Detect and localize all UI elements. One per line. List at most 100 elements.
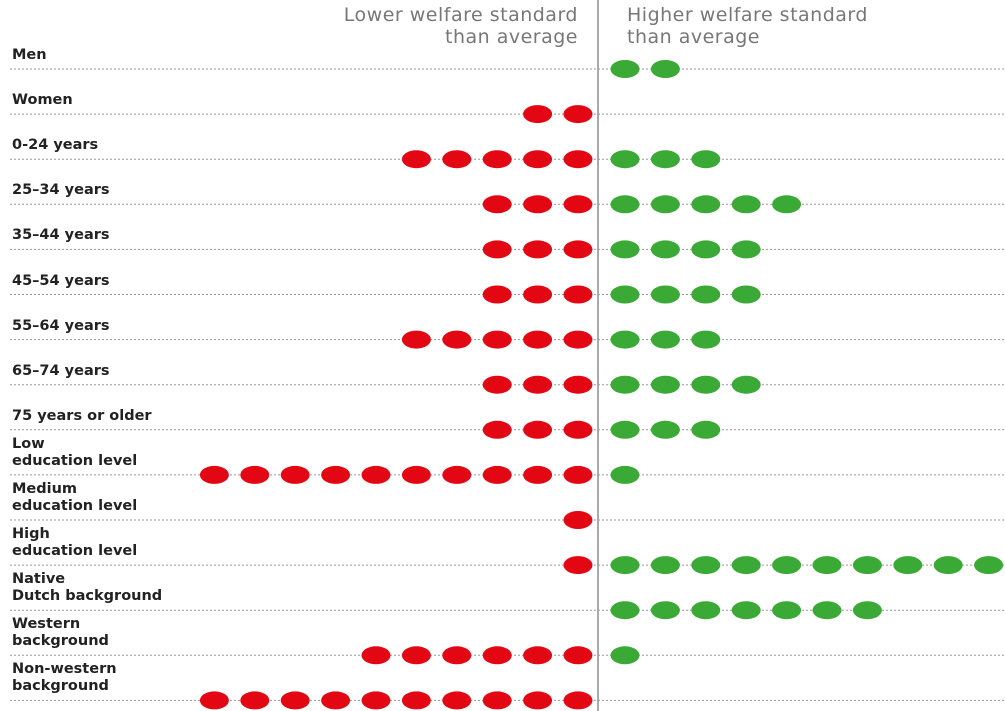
red-dot (361, 465, 391, 484)
red-dot (482, 195, 512, 214)
green-dot (691, 330, 721, 349)
green-dot (691, 285, 721, 304)
red-dot (442, 691, 472, 710)
green-dot (893, 556, 923, 575)
red-dot (523, 646, 553, 665)
red-dot (563, 465, 593, 484)
green-dot (650, 330, 680, 349)
red-dot (482, 420, 512, 439)
red-dot (523, 150, 553, 169)
green-dot (731, 195, 761, 214)
red-dot (563, 285, 593, 304)
green-dot (974, 556, 1004, 575)
green-dot (650, 60, 680, 78)
red-dot (563, 375, 593, 394)
green-dot (650, 375, 680, 394)
red-dot (199, 691, 229, 710)
red-dot (523, 465, 553, 484)
category-label: 35–44 years (12, 227, 110, 244)
red-dot (401, 150, 431, 169)
category-label: Men (12, 47, 47, 63)
red-dot (563, 195, 593, 214)
red-dot (563, 150, 593, 169)
green-dot (610, 601, 640, 620)
green-dot (812, 556, 842, 575)
green-dot (772, 195, 802, 214)
green-dot (610, 330, 640, 349)
red-dot (523, 330, 553, 349)
green-dot (691, 195, 721, 214)
red-dot (523, 195, 553, 214)
category-label: High education level (12, 526, 138, 560)
red-dot (240, 691, 270, 710)
red-dot (240, 465, 270, 484)
green-dot (933, 556, 963, 575)
green-dot (772, 601, 802, 620)
red-dot (482, 240, 512, 259)
red-dot (199, 465, 229, 484)
red-dot (482, 375, 512, 394)
red-dot (442, 150, 472, 169)
red-dot (482, 285, 512, 304)
green-dot (610, 150, 640, 169)
category-label: Native Dutch background (12, 571, 163, 605)
red-dot (442, 646, 472, 665)
green-dot (731, 240, 761, 259)
red-dot (563, 511, 593, 529)
green-dot (812, 601, 842, 620)
red-dot (523, 285, 553, 304)
green-dot (650, 420, 680, 439)
category-label: 45–54 years (12, 272, 110, 289)
green-dot (650, 556, 680, 575)
red-dot (401, 330, 431, 349)
green-dot (650, 195, 680, 214)
green-dot (691, 420, 721, 439)
red-dot (401, 646, 431, 665)
red-dot (563, 420, 593, 439)
green-dot (610, 60, 640, 78)
green-dot (610, 420, 640, 439)
category-label: 25–34 years (12, 182, 110, 199)
green-dot (731, 556, 761, 575)
red-dot (523, 105, 553, 124)
red-dot (563, 646, 593, 665)
category-label: 65–74 years (12, 362, 110, 379)
green-dot (610, 240, 640, 259)
green-dot (731, 375, 761, 394)
green-dot (650, 285, 680, 304)
category-label: Low education level (12, 435, 138, 469)
green-dot (772, 556, 802, 575)
green-dot (650, 601, 680, 620)
green-dot (852, 556, 882, 575)
red-dot (321, 691, 351, 710)
higher-header: Higher welfare standard than average (627, 4, 868, 48)
red-dot (563, 240, 593, 259)
category-label: Non-western background (12, 661, 117, 695)
category-label: Women (12, 92, 73, 109)
red-dot (280, 691, 310, 710)
category-label: 55–64 years (12, 317, 110, 334)
red-dot (523, 691, 553, 710)
green-dot (691, 150, 721, 169)
green-dot (691, 556, 721, 575)
red-dot (523, 240, 553, 259)
red-dot (482, 691, 512, 710)
green-dot (691, 240, 721, 259)
green-dot (731, 601, 761, 620)
green-dot (691, 601, 721, 620)
green-dot (610, 646, 640, 665)
green-dot (650, 240, 680, 259)
category-label: 0-24 years (12, 137, 99, 154)
red-dot (321, 465, 351, 484)
green-dot (610, 465, 640, 484)
green-dot (610, 195, 640, 214)
red-dot (361, 646, 391, 665)
lower-header: Lower welfare standard than average (343, 4, 578, 48)
red-dot (401, 465, 431, 484)
green-dot (610, 375, 640, 394)
category-label: Western background (12, 616, 109, 650)
green-dot (610, 556, 640, 575)
red-dot (563, 105, 593, 124)
red-dot (482, 150, 512, 169)
